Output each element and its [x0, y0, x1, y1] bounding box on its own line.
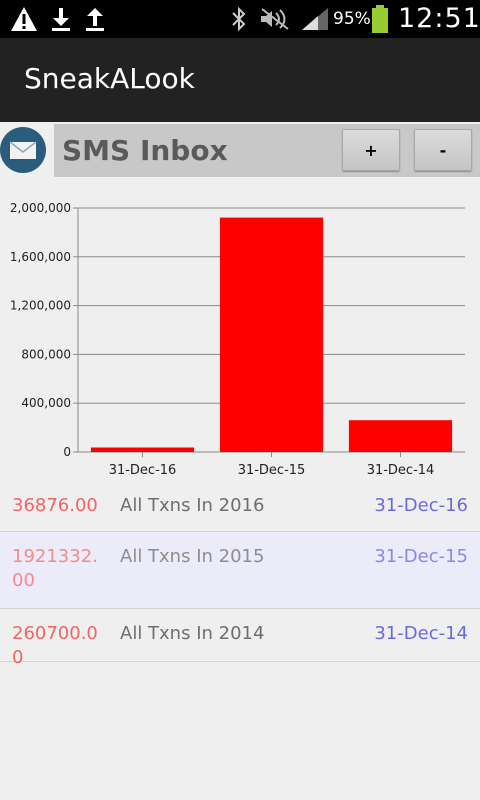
battery-percentage: 95% — [333, 9, 371, 29]
zoom-out-button[interactable]: - — [414, 129, 472, 171]
y-tick-label: 800,000 — [21, 347, 71, 361]
y-tick-label: 1,600,000 — [10, 250, 71, 264]
bluetooth-icon — [230, 0, 248, 38]
list-item[interactable]: 1921332.00 All Txns In 2015 31-Dec-15 — [0, 532, 480, 609]
y-tick-label: 2,000,000 — [10, 201, 71, 215]
x-tick-label: 31-Dec-16 — [109, 463, 177, 478]
y-tick-label: 0 — [63, 445, 71, 459]
inbox-header: SMS Inbox + - — [0, 122, 480, 179]
y-tick-label: 400,000 — [21, 396, 71, 410]
mail-icon — [0, 127, 46, 173]
app-title: SneakALook — [24, 62, 195, 95]
bar — [219, 217, 324, 452]
upload-icon — [84, 0, 106, 38]
txn-description: All Txns In 2016 — [120, 495, 265, 516]
action-bar: SneakALook — [0, 38, 480, 122]
battery-icon — [370, 0, 390, 38]
txn-amount: 36876.00 — [12, 495, 98, 516]
txn-date: 31-Dec-14 — [374, 623, 468, 644]
signal-icon — [300, 0, 330, 38]
clock: 12:51 — [398, 3, 480, 34]
txn-date: 31-Dec-15 — [374, 546, 468, 567]
status-bar: 95% 12:51 — [0, 0, 480, 38]
header-background — [54, 124, 480, 177]
warning-icon — [10, 0, 38, 38]
txn-description: All Txns In 2014 — [120, 623, 265, 644]
txn-description: All Txns In 2015 — [120, 546, 265, 567]
x-tick-label: 31-Dec-15 — [238, 463, 306, 478]
list-item[interactable]: 260700.00 All Txns In 2014 31-Dec-14 — [0, 609, 480, 668]
mute-icon — [258, 0, 292, 38]
bar-chart: 0 400,000 800,000 1,200,000 1,600,000 2,000,0… — [0, 180, 480, 480]
txn-date: 31-Dec-16 — [374, 495, 468, 516]
bar — [90, 447, 195, 452]
x-tick-label: 31-Dec-14 — [367, 463, 435, 478]
inbox-title: SMS Inbox — [62, 134, 228, 167]
bar — [348, 420, 453, 452]
txn-amount: 260700.00 — [12, 623, 98, 668]
download-icon — [50, 0, 72, 38]
list-item[interactable]: 36876.00 All Txns In 2016 31-Dec-16 — [0, 481, 480, 532]
zoom-in-button[interactable]: + — [342, 129, 400, 171]
txn-amount: 1921332.00 — [12, 546, 98, 591]
bar-chart-svg: 0 400,000 800,000 1,200,000 1,600,000 2,000,0… — [10, 201, 465, 478]
y-tick-label: 1,200,000 — [10, 299, 71, 313]
